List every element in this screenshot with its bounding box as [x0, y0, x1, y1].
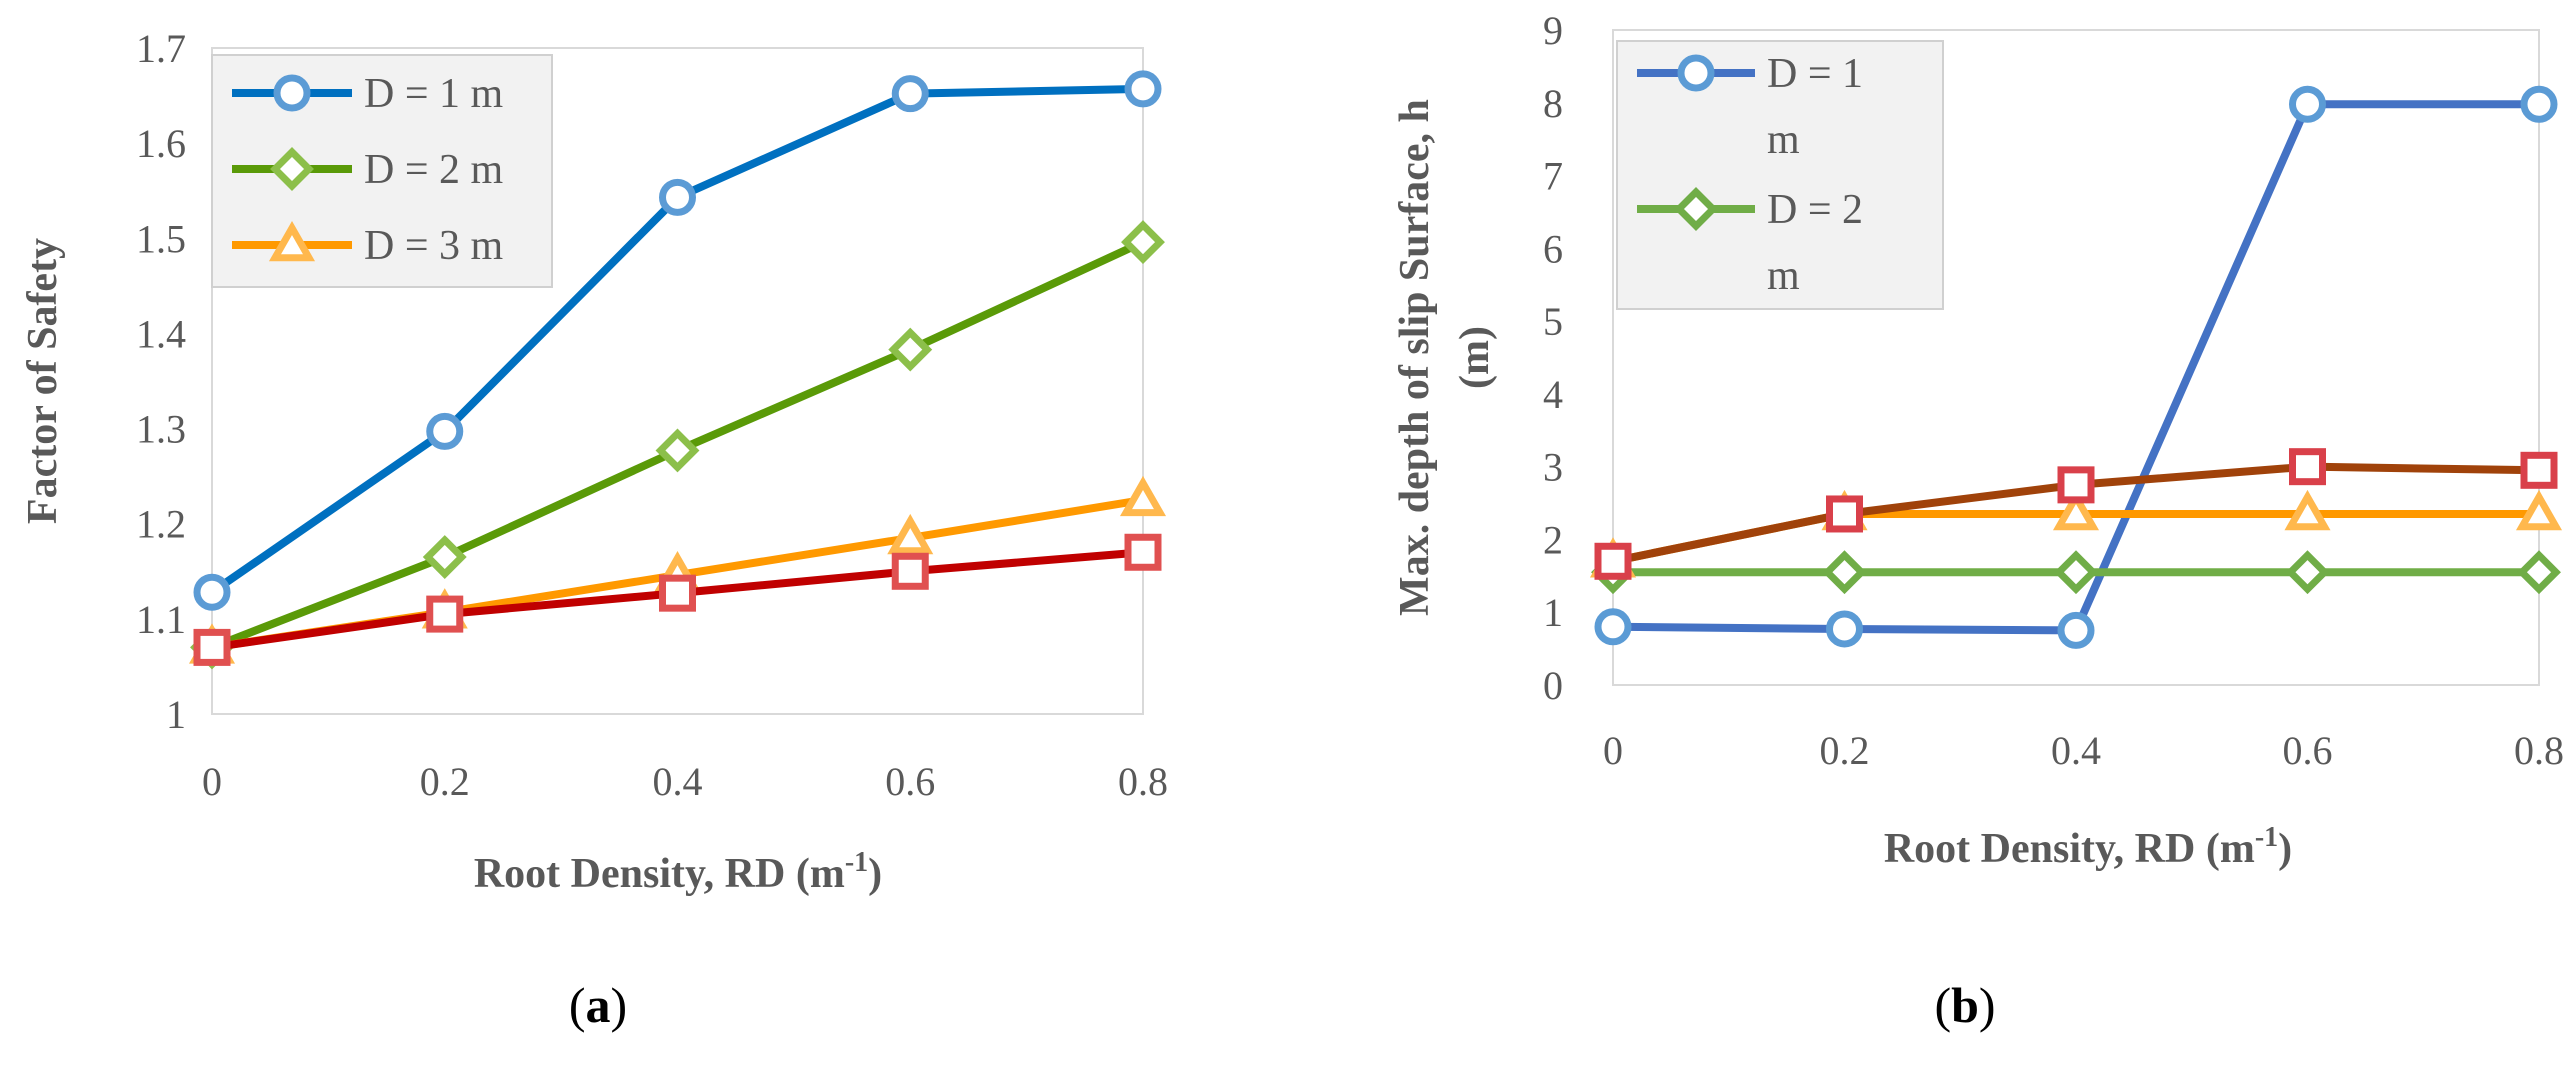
y-tick-label: 1: [1543, 590, 1563, 635]
plot-area-border: [1612, 29, 2540, 686]
data-point: [891, 552, 929, 590]
y-tick-label: 1.7: [136, 26, 186, 71]
y-tick-label: 5: [1543, 299, 1563, 344]
legend-box: [1616, 40, 1944, 310]
data-point: [193, 628, 231, 666]
x-tick-label: 0.4: [2051, 728, 2101, 773]
chart-panel-b: 0 1 2 3 4 5 6 7 8 9 0 0.2 0.4 0.6 0.8 Root Density, RD …: [1392, 8, 2564, 1033]
data-point: [1594, 542, 1632, 580]
chart-panel-a: 1 1.1 1.2 1.3 1.4 1.5 1.6 1.7 0 0.2 0.4 0.6 0.8 Root …: [20, 26, 1168, 1033]
legend-label: D = 1: [1767, 51, 1863, 97]
legend-label: D = 2 m: [364, 147, 504, 193]
y-axis-title: Max. depth of slip Surface, h: [1392, 99, 1438, 616]
x-tick-label: 0: [1603, 728, 1623, 773]
data-point: [2052, 489, 2100, 531]
data-point: [1822, 550, 1867, 595]
data-point: [1124, 70, 1162, 108]
series-1: [193, 70, 1162, 611]
y-tick-label: 0: [1543, 663, 1563, 708]
x-tick-label: 0.8: [1118, 759, 1168, 804]
y-tick-label: 4: [1543, 372, 1563, 417]
data-point: [426, 595, 464, 633]
y-tick-label: 3: [1543, 445, 1563, 490]
y-tick-label: 1.4: [136, 311, 186, 356]
legend: D = 1 m D = 2 m: [1616, 40, 1944, 310]
data-point: [1826, 610, 1863, 648]
data-point: [1826, 495, 1863, 533]
legend-marker: [1677, 54, 1715, 92]
data-point: [1121, 220, 1165, 265]
x-tick-label: 0.8: [2514, 728, 2564, 773]
y-tick-label: 9: [1543, 8, 1563, 53]
data-point: [2289, 448, 2326, 486]
series-4: [1594, 448, 2558, 580]
data-point: [891, 75, 929, 113]
data-point: [655, 428, 700, 473]
series-3: [188, 475, 1167, 664]
data-point: [426, 412, 464, 450]
x-axis-title: Root Density, RD (m-1): [474, 847, 882, 897]
panel-caption: (a): [569, 977, 627, 1033]
data-point: [2520, 451, 2558, 489]
y-tick-label: 1.2: [136, 502, 186, 547]
panel-caption: (b): [1934, 977, 1995, 1033]
y-tick-label: 1: [166, 692, 186, 737]
legend: D = 1 m D = 2 m D = 3 m: [211, 54, 553, 288]
x-axis-title: Root Density, RD (m-1): [1884, 822, 2292, 872]
y-tick-label: 6: [1543, 226, 1563, 271]
data-point: [659, 178, 696, 216]
y-axis-title: Factor of Safety: [20, 238, 66, 524]
data-point: [2289, 85, 2326, 123]
data-point: [422, 535, 467, 579]
series-2: [1591, 550, 2561, 595]
legend-marker: [268, 220, 316, 262]
y-tick-label: 1.5: [136, 216, 186, 261]
x-tick-label: 0.4: [653, 759, 703, 804]
x-tick-label: 0: [202, 759, 222, 804]
legend-label: D = 3 m: [364, 223, 504, 269]
data-point: [1124, 533, 1162, 571]
legend-marker: [1674, 187, 1718, 231]
data-point: [2057, 466, 2095, 504]
y-tick-label: 1.6: [136, 121, 186, 166]
data-point: [888, 327, 933, 372]
y-tick-label: 7: [1543, 154, 1563, 199]
data-point: [193, 573, 231, 611]
x-tick-label: 0.2: [1820, 728, 1870, 773]
data-point: [2284, 489, 2331, 531]
x-tick-label: 0.6: [885, 759, 935, 804]
legend-label: D = 1 m: [364, 71, 504, 117]
data-point: [1119, 475, 1167, 517]
data-point: [2520, 85, 2558, 123]
legend-label: m: [1767, 253, 1800, 299]
data-point: [659, 574, 696, 612]
x-tick-label: 0.6: [2283, 728, 2333, 773]
series-1: [1594, 85, 2558, 649]
data-point: [1594, 608, 1632, 646]
legend-label: m: [1767, 117, 1800, 163]
y-tick-label: 8: [1543, 81, 1563, 126]
y-tick-label: 2: [1543, 517, 1563, 562]
legend-marker: [273, 74, 311, 112]
y-axis-title: (m): [1452, 326, 1498, 389]
data-point: [2515, 489, 2563, 531]
series-2: [190, 220, 1165, 670]
data-point: [2285, 550, 2330, 595]
data-point: [2517, 550, 2561, 595]
data-point: [2057, 611, 2095, 649]
series-4: [193, 533, 1162, 666]
data-point: [2054, 550, 2098, 595]
x-tick-label: 0.2: [420, 759, 470, 804]
data-point: [887, 513, 934, 555]
y-tick-label: 1.3: [136, 407, 186, 452]
plot-area-border: [211, 47, 1144, 715]
y-tick-label: 1.1: [136, 597, 186, 642]
legend-label: D = 2: [1767, 187, 1863, 233]
legend-marker: [270, 147, 314, 191]
